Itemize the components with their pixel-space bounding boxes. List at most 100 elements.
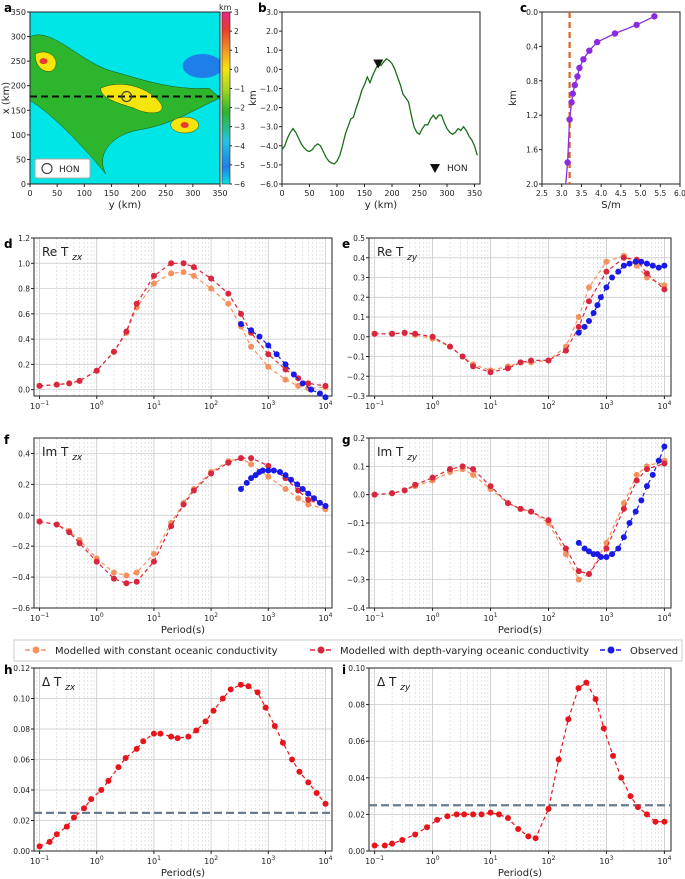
e-depth-point xyxy=(470,363,477,370)
panel-label-e: e xyxy=(342,237,350,251)
conductivity-point xyxy=(571,81,578,89)
h-xtick-exponent: 2 xyxy=(214,855,218,862)
f-depth-point xyxy=(93,558,100,565)
e-depth-point xyxy=(487,369,494,376)
panel-label-a: a xyxy=(4,1,12,15)
g-xtick-exponent: 2 xyxy=(552,612,556,619)
e-ytick-label: 0.1 xyxy=(353,313,365,322)
d-depth-point xyxy=(237,310,244,317)
colorbar-tick-label: 0 xyxy=(234,65,239,74)
f-observed-point xyxy=(265,467,272,474)
e-observed-point xyxy=(620,262,627,269)
h-delta-point xyxy=(63,823,70,830)
d-depth-point xyxy=(322,382,329,389)
i-delta-point xyxy=(643,811,650,818)
f-depth-point xyxy=(36,518,43,525)
g-depth-point xyxy=(661,460,668,467)
c-xlabel: S/m xyxy=(601,200,620,211)
e-depth-point xyxy=(517,359,524,366)
i-ytick-label: 0.04 xyxy=(348,774,365,783)
d-constant-point xyxy=(225,300,232,307)
colorbar-unit: km xyxy=(219,3,232,12)
e-depth-point xyxy=(585,298,592,305)
f-depth-point xyxy=(190,487,197,494)
e-xtick-exponent: 0 xyxy=(436,400,440,407)
e-depth-point xyxy=(429,333,436,340)
d-ytick-label: 0.2 xyxy=(18,360,30,369)
b-xtick-label: 150 xyxy=(357,189,372,198)
a-xtick-label: 100 xyxy=(77,189,92,198)
colorbar-tick-label: 3 xyxy=(234,8,239,17)
i-delta-point xyxy=(618,774,625,781)
g-constant-point xyxy=(562,551,569,558)
d-ytick-label: 0.4 xyxy=(18,335,30,344)
b-xtick-label: 350 xyxy=(467,189,482,198)
h-delta-point xyxy=(46,838,53,845)
colorbar-tick-label: 1 xyxy=(234,46,239,55)
h-ytick-label: 0.12 xyxy=(13,664,30,673)
f-depth-point xyxy=(168,523,175,530)
h-ytick-label: 0.10 xyxy=(13,695,30,704)
e-xtick-label: 102 xyxy=(541,400,555,411)
panel-label-c: c xyxy=(520,1,527,15)
d-ytick-label: 0.6 xyxy=(18,310,30,319)
g-depth-point xyxy=(585,571,592,577)
b-ytick-label: −4.0 xyxy=(260,142,278,151)
d-xtick-exponent: 2 xyxy=(214,400,218,407)
h-xtick-label: 100 xyxy=(90,855,104,866)
g-xtick-exponent: 4 xyxy=(668,612,672,619)
i-ytick-label: 0.10 xyxy=(348,664,365,673)
e-observed-point xyxy=(581,323,588,330)
b-frame xyxy=(281,11,481,185)
i-delta-point xyxy=(470,811,477,818)
h-delta-point xyxy=(254,689,261,696)
g-depth-point xyxy=(528,508,535,515)
d-xtick-label: 103 xyxy=(261,400,275,411)
h-delta-point xyxy=(150,730,157,737)
i-title-subscript: zy xyxy=(399,683,411,693)
i-delta-point xyxy=(444,813,451,820)
c-ytick-label: 1.6 xyxy=(526,146,538,155)
c-xtick-label: 4.0 xyxy=(595,189,607,198)
i-xtick-exponent: 3 xyxy=(610,855,614,862)
panel-label-g: g xyxy=(342,433,351,447)
d-constant-point xyxy=(265,363,272,370)
a-ytick-label: 300 xyxy=(11,33,26,42)
h-delta-point xyxy=(193,727,200,734)
f-depth-point xyxy=(133,578,140,585)
h-delta-point xyxy=(53,831,60,838)
d-observed-point xyxy=(265,342,272,349)
a-xtick-label: 200 xyxy=(131,189,146,198)
b-ytick-label: 0.0 xyxy=(266,65,278,74)
i-xtick-exponent: 0 xyxy=(436,855,440,862)
i-delta-point xyxy=(600,725,607,732)
station-triangle xyxy=(373,59,384,69)
g-constant-point xyxy=(633,471,640,478)
d-depth-point xyxy=(265,351,272,358)
conductivity-point xyxy=(568,99,575,106)
h-ytick-label: 0.04 xyxy=(13,786,30,795)
colorbar xyxy=(221,11,231,185)
legend: Modelled with constant oceanic conductiv… xyxy=(13,639,683,662)
f-xtick-label: 10−1 xyxy=(30,612,49,623)
e-ytick-label: −0.1 xyxy=(347,353,365,362)
d-constant-point xyxy=(282,376,289,383)
d-depth-point xyxy=(305,380,312,387)
i-xtick-label: 102 xyxy=(541,855,555,866)
i-xtick-label: 101 xyxy=(484,855,498,866)
g-depth-point xyxy=(429,474,436,481)
d-depth-point xyxy=(76,377,83,384)
a-xtick-label: 350 xyxy=(212,189,227,198)
panel-e: −0.3−0.2−0.10.00.10.20.30.40.510−1 100 101… xyxy=(347,234,672,411)
f-depth-point xyxy=(180,501,187,508)
panel-label-h: h xyxy=(4,663,13,677)
f-constant-point xyxy=(248,461,255,468)
f-constant-point xyxy=(110,569,117,576)
a-ytick-label: 200 xyxy=(11,82,26,91)
f-depth-point xyxy=(53,521,60,528)
f-ytick-label: 0.2 xyxy=(18,480,30,489)
f-ytick-label: 0.4 xyxy=(18,449,30,458)
f-xtick-exponent: 4 xyxy=(329,612,333,619)
panel-g: −0.4−0.3−0.2−0.10.00.10.210−1 100 101 102 10… xyxy=(347,434,672,636)
i-frame xyxy=(368,667,672,852)
